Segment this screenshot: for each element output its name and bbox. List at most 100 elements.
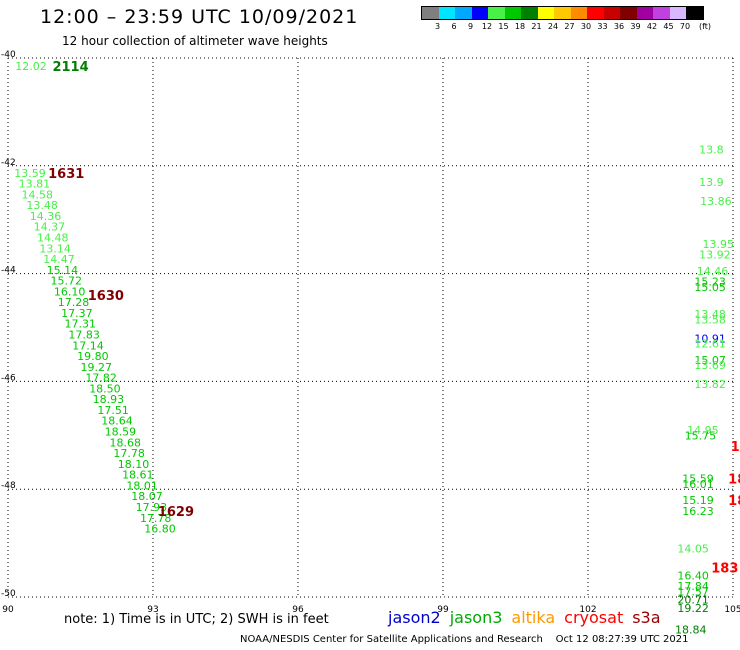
colorbar-label: 39 xyxy=(630,22,641,31)
pass-time-label-edge: 183 xyxy=(711,561,738,576)
swh-value: 13.9 xyxy=(699,176,724,189)
colorbar-label: 45 xyxy=(663,22,674,31)
swh-value: 18.10 xyxy=(118,458,150,471)
swh-value: 14.47 xyxy=(43,253,75,266)
chart-subtitle: 12 hour collection of altimeter wave hei… xyxy=(62,34,328,48)
note-text: note: 1) Time is in UTC; 2) SWH is in fe… xyxy=(64,612,329,627)
colorbar-swatch xyxy=(686,7,703,19)
swh-value: 18.61 xyxy=(122,469,154,482)
colorbar-swatches xyxy=(421,6,704,20)
swh-value: 12.02 xyxy=(15,60,47,73)
pass-time-label: 1631 xyxy=(48,167,84,182)
swh-value: 17.84 xyxy=(677,580,709,593)
swh-value: 14.58 xyxy=(22,188,54,201)
colorbar-swatch xyxy=(570,7,587,19)
colorbar-swatch xyxy=(422,7,439,19)
swh-value: 14.36 xyxy=(30,210,62,223)
pass-time-label: 1630 xyxy=(88,289,124,304)
pass-time-label-edge: 1 xyxy=(731,440,740,455)
swh-value: 13.48 xyxy=(694,308,726,321)
swh-value: 13.58 xyxy=(694,313,726,326)
colorbar-label: 70 xyxy=(679,22,691,31)
swh-value: 17.78 xyxy=(140,512,172,525)
colorbar-label: 9 xyxy=(467,22,474,31)
legend-jason2: jason2 xyxy=(388,608,441,627)
swh-value: 15.07 xyxy=(694,354,726,367)
colorbar-label: 42 xyxy=(646,22,658,31)
swh-value: 13.86 xyxy=(700,195,732,208)
colorbar-label: 15 xyxy=(498,22,509,31)
colorbar-swatch xyxy=(521,7,538,19)
swh-value: 17.51 xyxy=(97,404,128,417)
swh-value: 16.01 xyxy=(682,478,714,491)
swh-value: 13.14 xyxy=(39,242,71,255)
swh-value: 19.22 xyxy=(677,602,709,615)
swh-value: 15.72 xyxy=(51,275,83,288)
swh-value: 13.69 xyxy=(694,359,726,372)
colorbar-label: 27 xyxy=(564,22,575,31)
swh-value: 13.92 xyxy=(699,249,731,262)
y-tick-label: -48 xyxy=(1,481,16,491)
swh-value: 17.78 xyxy=(113,447,145,460)
colorbar-legend: 3 6 9 12 15 18 21 24 27 30 33 36 39 42 45 70 (ft) xyxy=(421,6,711,32)
colorbar-label: 30 xyxy=(580,22,592,31)
swh-value: 15.19 xyxy=(682,494,714,507)
swh-value: 19.80 xyxy=(77,350,109,363)
swh-value: 14.05 xyxy=(677,542,709,555)
swh-value: 17.57 xyxy=(677,586,709,599)
colorbar-swatch xyxy=(620,7,637,19)
swh-value: 18.59 xyxy=(105,426,136,439)
colorbar-swatch xyxy=(587,7,604,19)
colorbar-swatch xyxy=(669,7,686,19)
swh-value: 15.59 xyxy=(682,472,714,485)
colorbar-swatch xyxy=(455,7,472,19)
x-tick-label: 90 xyxy=(2,605,14,615)
colorbar-swatch xyxy=(471,7,488,19)
colorbar-swatch xyxy=(488,7,505,19)
swh-value: 15.14 xyxy=(47,264,79,277)
x-tick-label: 99 xyxy=(437,605,449,615)
swh-value: 16.10 xyxy=(54,285,86,298)
y-tick-label: -44 xyxy=(1,266,16,276)
swh-value: 17.83 xyxy=(68,329,100,342)
swh-value: 13.59 xyxy=(14,167,46,180)
colorbar-swatch xyxy=(438,7,455,19)
footer-credit: NOAA/NESDIS Center for Satellite Applica… xyxy=(240,634,689,645)
swh-value: 12.61 xyxy=(694,338,726,351)
colorbar-label: 12 xyxy=(481,22,493,31)
swh-value: 18.84 xyxy=(675,623,707,636)
x-tick-label: 102 xyxy=(579,605,596,615)
chart-title: 12:00 – 23:59 UTC 10/09/2021 xyxy=(40,6,359,28)
swh-value: 14.37 xyxy=(34,221,66,234)
y-tick-label: -50 xyxy=(1,589,16,599)
swh-value: 19.27 xyxy=(81,361,113,374)
pass-time-label: 2114 xyxy=(52,60,88,75)
y-tick-label: -42 xyxy=(1,158,16,168)
swh-value: 14.95 xyxy=(687,424,719,437)
swh-value: 14.48 xyxy=(37,231,69,244)
swh-value: 15.05 xyxy=(694,281,726,294)
legend-cryosat: cryosat xyxy=(564,608,624,627)
swh-value: 10.91 xyxy=(694,332,726,345)
x-tick-label: 105 xyxy=(724,605,740,615)
colorbar-label: 36 xyxy=(613,22,625,31)
colorbar-label: 33 xyxy=(597,22,608,31)
colorbar-label: 21 xyxy=(531,22,542,31)
swh-value: 13.95 xyxy=(703,238,735,251)
pass-time-label-edge: 18 xyxy=(728,472,740,487)
swh-value: 17.28 xyxy=(58,296,90,309)
swh-value: 13.82 xyxy=(694,378,726,391)
pass-time-label-edge: 18 xyxy=(728,494,740,509)
x-tick-label: 96 xyxy=(292,605,304,615)
swh-value: 17.37 xyxy=(61,307,93,320)
legend-altika: altika xyxy=(511,608,556,627)
colorbar-swatch xyxy=(537,7,554,19)
swh-value: 13.8 xyxy=(699,144,724,157)
colorbar-label: 18 xyxy=(514,22,526,31)
swh-value: 17.93 xyxy=(136,501,168,514)
swh-value: 16.23 xyxy=(682,505,714,518)
swh-value: 13.48 xyxy=(26,199,58,212)
colorbar-swatch xyxy=(554,7,571,19)
y-tick-label: -46 xyxy=(1,373,16,383)
swh-value: 20.71 xyxy=(677,594,709,607)
